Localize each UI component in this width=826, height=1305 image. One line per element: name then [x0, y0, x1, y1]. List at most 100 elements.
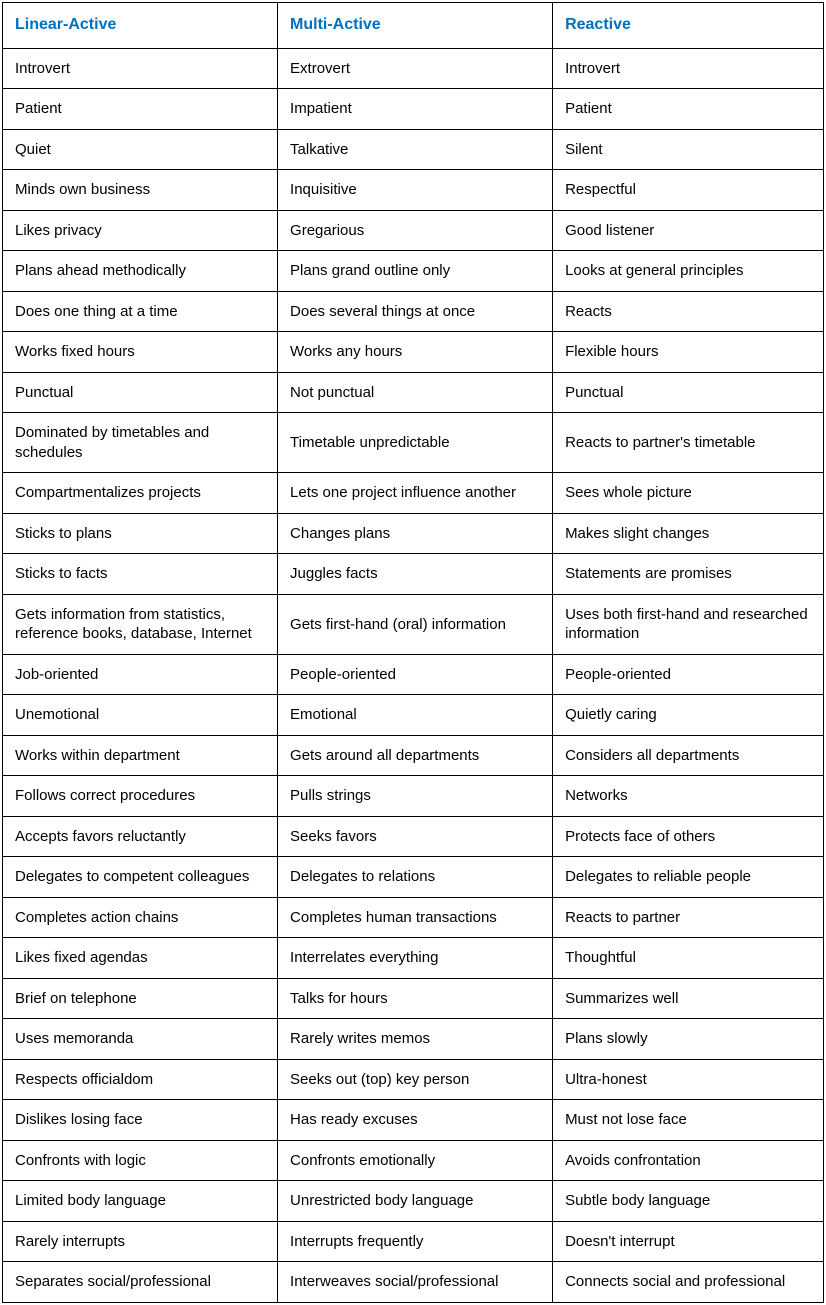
table-cell: Works fixed hours: [3, 332, 278, 373]
table-row: Completes action chainsCompletes human t…: [3, 897, 824, 938]
table-row: Limited body languageUnrestricted body l…: [3, 1181, 824, 1222]
table-cell: Likes fixed agendas: [3, 938, 278, 979]
table-cell: Minds own business: [3, 170, 278, 211]
table-cell: Considers all departments: [553, 735, 824, 776]
table-cell: Gets around all departments: [278, 735, 553, 776]
table-cell: Works within department: [3, 735, 278, 776]
table-cell: Unrestricted body language: [278, 1181, 553, 1222]
table-cell: Networks: [553, 776, 824, 817]
table-cell: Does one thing at a time: [3, 291, 278, 332]
table-cell: Patient: [3, 89, 278, 130]
table-cell: Separates social/professional: [3, 1262, 278, 1303]
table-cell: Flexible hours: [553, 332, 824, 373]
table-cell: Rarely interrupts: [3, 1221, 278, 1262]
table-cell: Punctual: [553, 372, 824, 413]
table-cell: Ultra-honest: [553, 1059, 824, 1100]
table-row: QuietTalkativeSilent: [3, 129, 824, 170]
table-row: Likes fixed agendasInterrelates everythi…: [3, 938, 824, 979]
table-row: Confronts with logicConfronts emotionall…: [3, 1140, 824, 1181]
table-cell: Rarely writes memos: [278, 1019, 553, 1060]
table-cell: Quietly caring: [553, 695, 824, 736]
table-row: Plans ahead methodicallyPlans grand outl…: [3, 251, 824, 292]
table-row: Works within departmentGets around all d…: [3, 735, 824, 776]
table-cell: Gregarious: [278, 210, 553, 251]
table-row: PatientImpatientPatient: [3, 89, 824, 130]
column-header-multi-active: Multi-Active: [278, 3, 553, 49]
table-cell: Changes plans: [278, 513, 553, 554]
table-cell: Respectful: [553, 170, 824, 211]
table-row: UnemotionalEmotionalQuietly caring: [3, 695, 824, 736]
table-cell: Sees whole picture: [553, 473, 824, 514]
table-row: IntrovertExtrovertIntrovert: [3, 48, 824, 89]
table-body: IntrovertExtrovertIntrovertPatientImpati…: [3, 48, 824, 1302]
table-cell: Extrovert: [278, 48, 553, 89]
table-cell: Juggles facts: [278, 554, 553, 595]
table-cell: Thoughtful: [553, 938, 824, 979]
table-row: Delegates to competent colleaguesDelegat…: [3, 857, 824, 898]
table-cell: Accepts favors reluctantly: [3, 816, 278, 857]
table-cell: Compartmentalizes projects: [3, 473, 278, 514]
table-cell: Interrelates everything: [278, 938, 553, 979]
table-cell: Delegates to relations: [278, 857, 553, 898]
table-cell: Does several things at once: [278, 291, 553, 332]
table-cell: Patient: [553, 89, 824, 130]
table-cell: Completes action chains: [3, 897, 278, 938]
table-cell: Confronts with logic: [3, 1140, 278, 1181]
table-cell: Plans ahead methodically: [3, 251, 278, 292]
table-cell: Silent: [553, 129, 824, 170]
culture-types-table: Linear-Active Multi-Active Reactive Intr…: [2, 2, 824, 1303]
table-cell: Reacts to partner: [553, 897, 824, 938]
table-cell: Completes human transactions: [278, 897, 553, 938]
table-row: Does one thing at a timeDoes several thi…: [3, 291, 824, 332]
table-cell: Looks at general principles: [553, 251, 824, 292]
table-row: Rarely interruptsInterrupts frequentlyDo…: [3, 1221, 824, 1262]
table-cell: People-oriented: [278, 654, 553, 695]
table-cell: Introvert: [3, 48, 278, 89]
table-cell: Sticks to facts: [3, 554, 278, 595]
table-cell: Uses memoranda: [3, 1019, 278, 1060]
table-cell: Inquisitive: [278, 170, 553, 211]
table-cell: Seeks out (top) key person: [278, 1059, 553, 1100]
table-cell: Seeks favors: [278, 816, 553, 857]
table-cell: Limited body language: [3, 1181, 278, 1222]
table-row: Uses memorandaRarely writes memosPlans s…: [3, 1019, 824, 1060]
table-cell: Sticks to plans: [3, 513, 278, 554]
table-cell: Gets information from statistics, refere…: [3, 594, 278, 654]
table-cell: Brief on telephone: [3, 978, 278, 1019]
table-cell: Dominated by timetables and schedules: [3, 413, 278, 473]
table-cell: Emotional: [278, 695, 553, 736]
table-row: Gets information from statistics, refere…: [3, 594, 824, 654]
table-cell: Unemotional: [3, 695, 278, 736]
table-cell: Uses both first-hand and researched info…: [553, 594, 824, 654]
table-cell: Quiet: [3, 129, 278, 170]
table-row: Sticks to factsJuggles factsStatements a…: [3, 554, 824, 595]
table-cell: Protects face of others: [553, 816, 824, 857]
table-cell: Reacts to partner's timetable: [553, 413, 824, 473]
table-row: PunctualNot punctualPunctual: [3, 372, 824, 413]
column-header-linear-active: Linear-Active: [3, 3, 278, 49]
table-cell: Good listener: [553, 210, 824, 251]
table-row: Brief on telephoneTalks for hoursSummari…: [3, 978, 824, 1019]
table-cell: Summarizes well: [553, 978, 824, 1019]
table-cell: Job-oriented: [3, 654, 278, 695]
table-row: Job-orientedPeople-orientedPeople-orient…: [3, 654, 824, 695]
table-cell: People-oriented: [553, 654, 824, 695]
table-cell: Lets one project influence another: [278, 473, 553, 514]
table-row: Compartmentalizes projectsLets one proje…: [3, 473, 824, 514]
table-cell: Statements are promises: [553, 554, 824, 595]
table-cell: Talks for hours: [278, 978, 553, 1019]
table-cell: Not punctual: [278, 372, 553, 413]
table-row: Accepts favors reluctantlySeeks favorsPr…: [3, 816, 824, 857]
table-cell: Respects officialdom: [3, 1059, 278, 1100]
table-cell: Delegates to reliable people: [553, 857, 824, 898]
table-cell: Plans grand outline only: [278, 251, 553, 292]
table-cell: Connects social and professional: [553, 1262, 824, 1303]
table-cell: Must not lose face: [553, 1100, 824, 1141]
table-row: Dislikes losing faceHas ready excusesMus…: [3, 1100, 824, 1141]
table-cell: Punctual: [3, 372, 278, 413]
table-cell: Gets first-hand (oral) information: [278, 594, 553, 654]
table-cell: Plans slowly: [553, 1019, 824, 1060]
table-row: Minds own businessInquisitiveRespectful: [3, 170, 824, 211]
table-cell: Follows correct procedures: [3, 776, 278, 817]
table-cell: Makes slight changes: [553, 513, 824, 554]
